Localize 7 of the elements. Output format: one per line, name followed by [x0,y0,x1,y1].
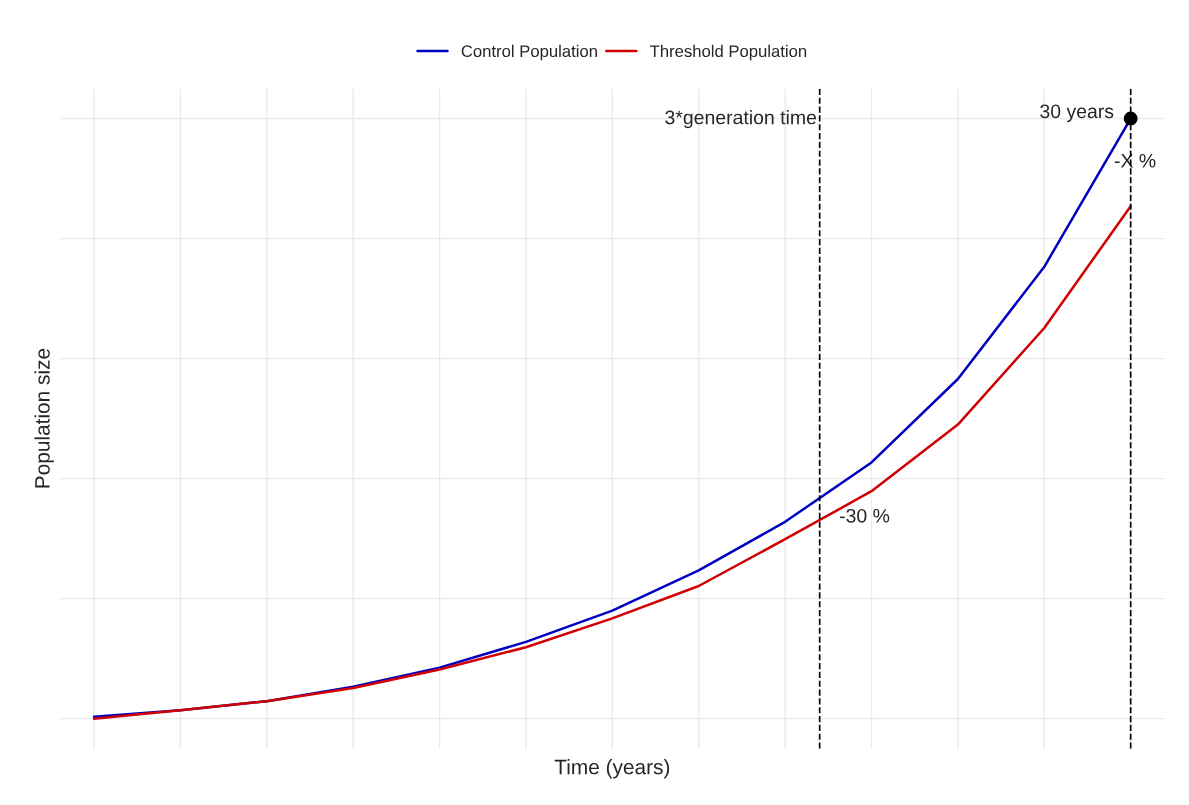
legend-label: Control Population [461,44,597,61]
annotation: -30 % [839,508,890,523]
x-axis-title: Time (years) [554,759,670,779]
annotation: 3*generation time [665,110,817,129]
legend-label: Threshold Population [650,44,807,61]
annotation: 30 years [1040,104,1114,123]
y-axis-title: Population size [34,348,54,488]
